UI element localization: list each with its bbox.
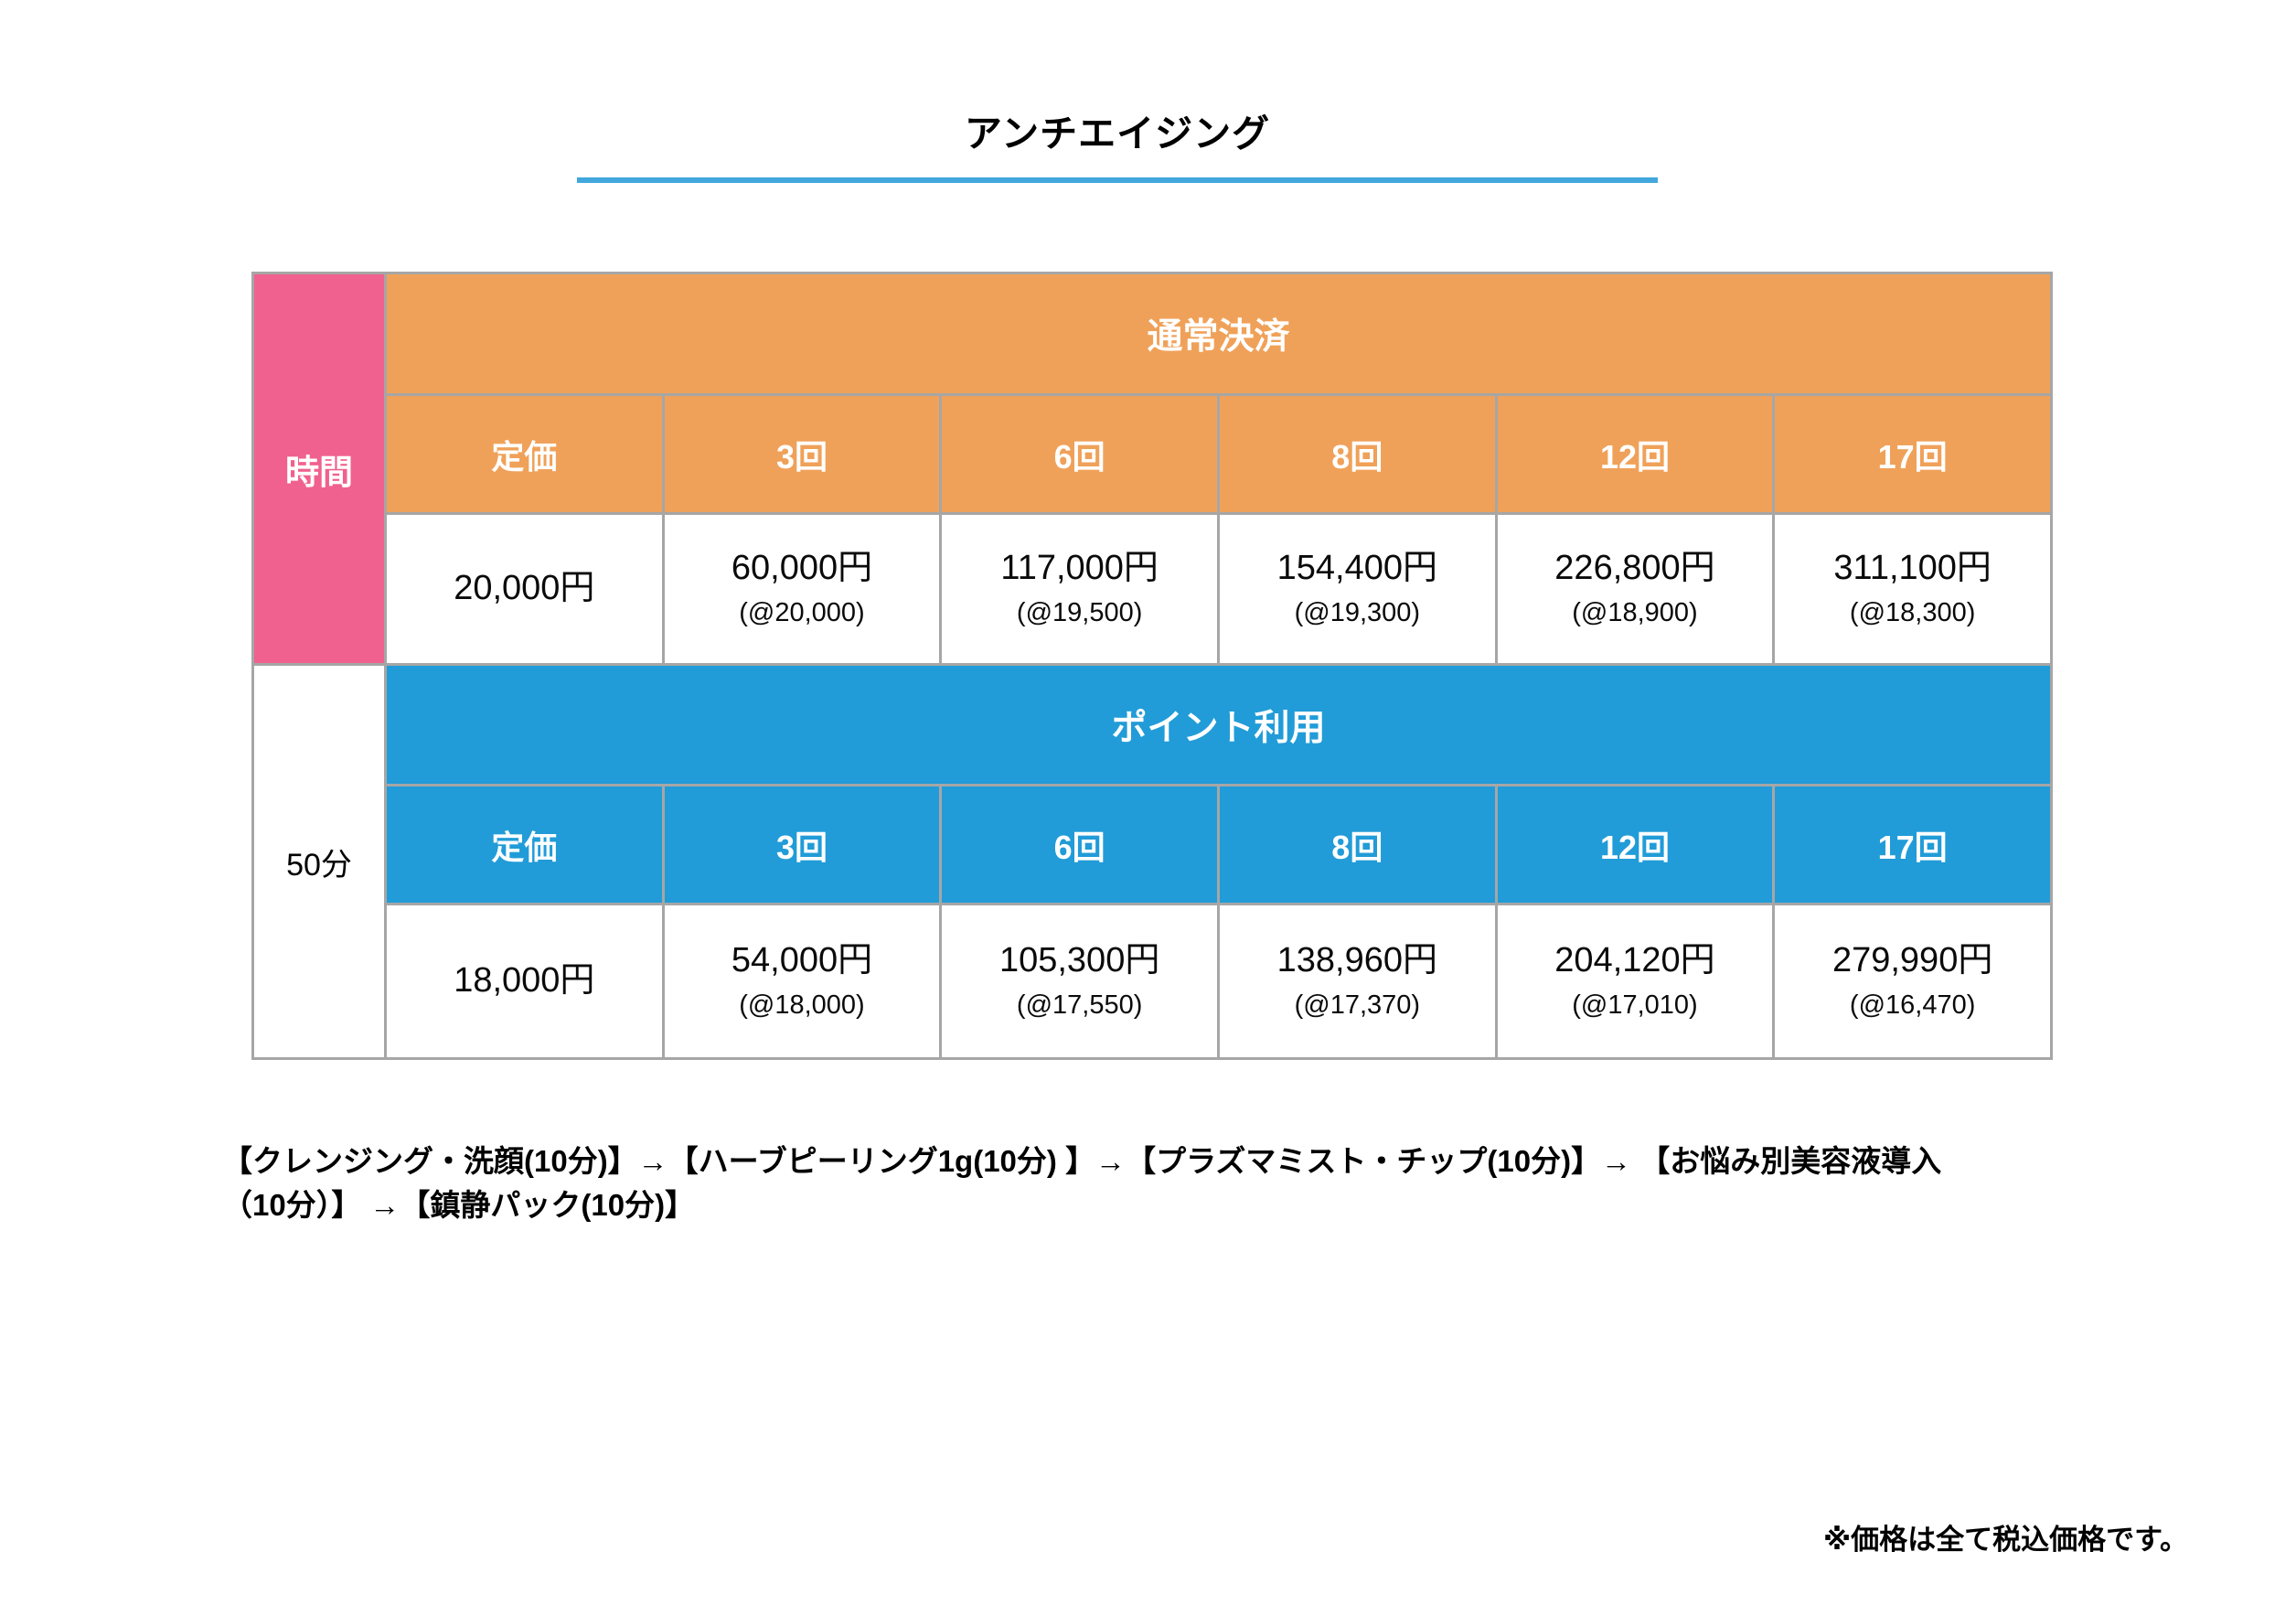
price-unit: (@20,000) <box>739 597 865 627</box>
point-header-6kai: 6回 <box>942 787 1217 903</box>
price-value: 311,100円 <box>1833 549 1992 588</box>
point-header-17kai: 17回 <box>1775 787 2050 903</box>
point-price-6kai: 105,300円 (@17,550) <box>942 905 1217 1057</box>
time-header-cell: 時間 <box>254 274 384 663</box>
price-value: 154,400円 <box>1276 549 1437 588</box>
normal-price-12kai: 226,800円 (@18,900) <box>1497 515 1773 663</box>
procedure-text: 【クレンジング・洗顔(10分)】→【ハーブピーリング1g(10分) 】→【プラズ… <box>222 1140 2124 1227</box>
price-value: 117,000円 <box>1000 549 1159 588</box>
price-unit: (@17,550) <box>1016 990 1143 1020</box>
normal-header-6kai: 6回 <box>942 396 1217 512</box>
normal-price-6kai: 117,000円 (@19,500) <box>942 515 1217 663</box>
price-value: 20,000円 <box>454 569 595 608</box>
price-unit: (@19,300) <box>1294 597 1421 627</box>
point-price-teika: 18,000円 <box>387 905 662 1057</box>
normal-header-17kai: 17回 <box>1775 396 2050 512</box>
section-header-normal-payment: 通常決済 <box>387 274 2050 393</box>
title-block: アンチエイジング <box>577 102 1658 183</box>
price-value: 60,000円 <box>731 549 873 588</box>
point-price-8kai: 138,960円 (@17,370) <box>1219 905 1495 1057</box>
price-unit: (@18,900) <box>1572 597 1698 627</box>
price-value: 18,000円 <box>454 961 595 1001</box>
normal-price-17kai: 311,100円 (@18,300) <box>1775 515 2050 663</box>
price-unit: (@16,470) <box>1849 990 1976 1020</box>
tax-included-note: ※価格は全て税込価格です。 <box>1822 1524 2188 1556</box>
price-unit: (@17,370) <box>1294 990 1421 1020</box>
point-header-teika: 定価 <box>387 787 662 903</box>
price-unit: (@19,500) <box>1016 597 1143 627</box>
price-value: 138,960円 <box>1276 941 1437 980</box>
point-header-3kai: 3回 <box>664 787 940 903</box>
point-price-12kai: 204,120円 (@17,010) <box>1497 905 1773 1057</box>
normal-price-8kai: 154,400円 (@19,300) <box>1219 515 1495 663</box>
price-value: 54,000円 <box>731 941 873 980</box>
normal-header-3kai: 3回 <box>664 396 940 512</box>
normal-header-8kai: 8回 <box>1219 396 1495 512</box>
section-header-point-use: ポイント利用 <box>387 666 2050 784</box>
normal-price-teika: 20,000円 <box>387 515 662 663</box>
page-title: アンチエイジング <box>964 112 1271 155</box>
normal-price-3kai: 60,000円 (@20,000) <box>664 515 940 663</box>
point-header-8kai: 8回 <box>1219 787 1495 903</box>
normal-header-teika: 定価 <box>387 396 662 512</box>
procedure-line-2: （10分）】 →【鎮静パック(10分)】 <box>222 1187 696 1222</box>
price-table: 時間 50分 通常決済 定価 3回 6回 8回 12回 17回 20,000円 … <box>251 272 2053 1060</box>
point-price-17kai: 279,990円 (@16,470) <box>1775 905 2050 1057</box>
point-header-12kai: 12回 <box>1497 787 1773 903</box>
price-value: 105,300円 <box>998 941 1160 980</box>
duration-cell: 50分 <box>254 666 384 1057</box>
point-price-3kai: 54,000円 (@18,000) <box>664 905 940 1057</box>
normal-header-12kai: 12回 <box>1497 396 1773 512</box>
price-value: 204,120円 <box>1554 941 1715 980</box>
price-unit: (@18,000) <box>739 990 865 1020</box>
price-unit: (@17,010) <box>1572 990 1698 1020</box>
price-unit: (@18,300) <box>1849 597 1976 627</box>
procedure-line-1: 【クレンジング・洗顔(10分)】→【ハーブピーリング1g(10分) 】→【プラズ… <box>222 1144 1942 1178</box>
price-value: 226,800円 <box>1554 549 1715 588</box>
price-value: 279,990円 <box>1831 941 1993 980</box>
